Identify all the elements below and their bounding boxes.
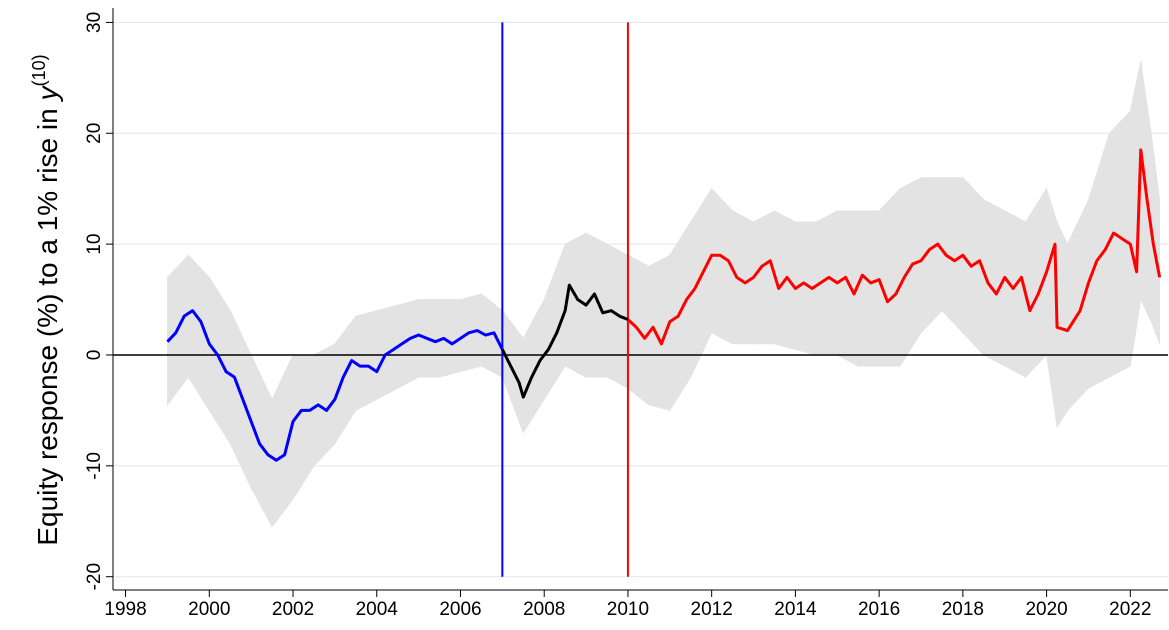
y-tick-label: -10 xyxy=(84,452,105,479)
x-tick-label: 2022 xyxy=(1109,599,1151,620)
x-tick-label: 2000 xyxy=(188,599,230,620)
y-label-var: y xyxy=(32,84,63,102)
confidence-band xyxy=(250,354,273,528)
confidence-band xyxy=(669,220,692,412)
confidence-band xyxy=(753,210,775,345)
x-tick-label: 2012 xyxy=(691,599,733,620)
confidence-band xyxy=(271,354,294,529)
series-line xyxy=(626,148,1162,346)
confidence-band xyxy=(1088,133,1110,389)
confidence-band xyxy=(229,310,252,489)
x-tick-label: 2004 xyxy=(356,599,399,620)
y-label-text: Equity response (%) to a 1% rise in xyxy=(32,108,63,545)
series-line xyxy=(501,283,629,399)
confidence-band xyxy=(899,176,922,368)
confidence-band xyxy=(355,310,378,412)
confidence-band xyxy=(292,354,315,501)
x-tick-label: 1998 xyxy=(104,599,146,620)
y-tick-label: 30 xyxy=(84,12,105,33)
confidence-band xyxy=(334,314,357,446)
confidence-band xyxy=(878,187,901,367)
y-label-sup: (10) xyxy=(29,54,49,86)
confidence-band xyxy=(1004,210,1027,378)
y-tick-label: 0 xyxy=(84,350,105,361)
confidence-band xyxy=(690,187,713,378)
confidence-band xyxy=(1150,133,1161,345)
y-tick-label: 20 xyxy=(84,123,105,144)
y-axis-label: Equity response (%) to a 1% rise in y(10) xyxy=(29,54,64,545)
confidence-band xyxy=(1067,199,1089,412)
series-line xyxy=(166,309,504,462)
x-tick-label: 2016 xyxy=(858,599,900,620)
x-tick-label: 2006 xyxy=(439,599,481,620)
x-tick-label: 2010 xyxy=(607,599,649,620)
x-tick-label: 2020 xyxy=(1025,599,1067,620)
x-tick-label: 2018 xyxy=(942,599,984,620)
x-tick-label: 2002 xyxy=(272,599,314,620)
confidence-band xyxy=(522,299,545,434)
confidence-band xyxy=(1108,110,1131,378)
y-tick-label: -20 xyxy=(84,563,105,590)
y-tick-label: 10 xyxy=(84,234,105,255)
confidence-band xyxy=(711,187,734,345)
x-tick-label: 2008 xyxy=(523,599,565,620)
confidence-band xyxy=(1056,221,1068,429)
x-tick-label: 2014 xyxy=(774,599,817,620)
confidence-band xyxy=(857,210,880,367)
